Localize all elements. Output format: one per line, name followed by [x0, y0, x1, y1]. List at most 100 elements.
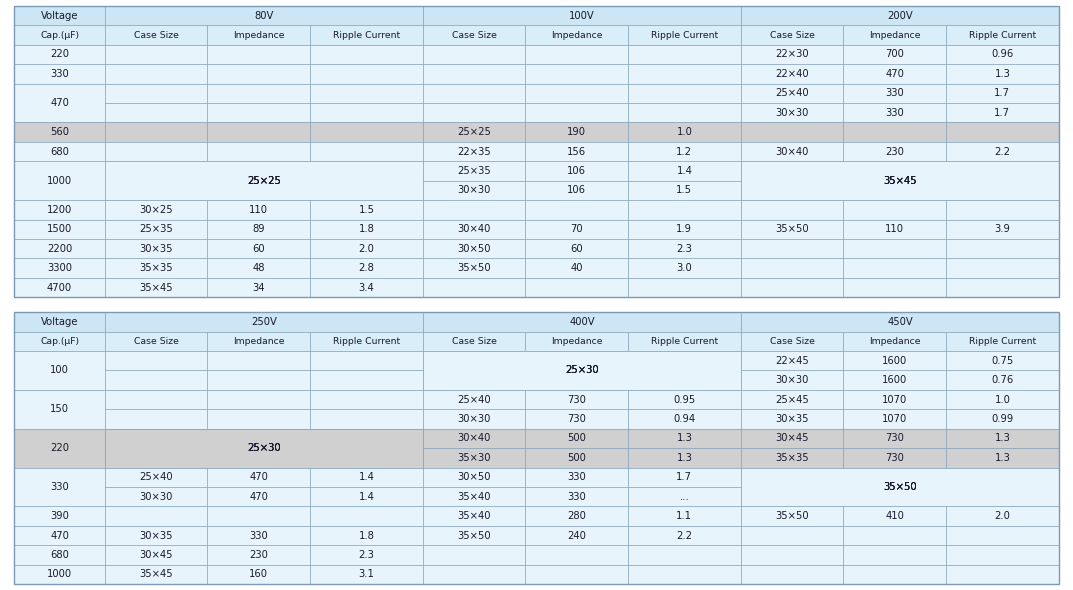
Bar: [105, 487, 207, 506]
Bar: [423, 409, 526, 429]
Text: 560: 560: [50, 127, 69, 137]
Bar: [207, 390, 310, 409]
Text: 1.7: 1.7: [995, 88, 1011, 99]
Bar: [843, 332, 945, 351]
Bar: [207, 487, 310, 506]
Bar: [741, 429, 843, 448]
Bar: [526, 25, 628, 45]
Bar: [741, 467, 1059, 506]
Bar: [105, 103, 207, 123]
Text: 730: 730: [885, 453, 903, 463]
Bar: [310, 487, 423, 506]
Text: 22×30: 22×30: [776, 50, 809, 60]
Text: 25×30: 25×30: [247, 443, 281, 453]
Bar: [207, 332, 310, 351]
Bar: [310, 371, 423, 390]
Text: 1.3: 1.3: [676, 434, 692, 443]
Bar: [741, 371, 843, 390]
Bar: [310, 351, 423, 371]
Text: 110: 110: [249, 205, 268, 215]
Text: 25×40: 25×40: [139, 472, 173, 482]
Bar: [945, 103, 1059, 123]
Bar: [741, 25, 843, 45]
Bar: [310, 526, 423, 545]
Text: 25×30: 25×30: [565, 365, 599, 375]
Text: 110: 110: [885, 224, 905, 234]
Text: 3.9: 3.9: [995, 224, 1011, 234]
Bar: [843, 448, 945, 467]
Text: 470: 470: [50, 530, 69, 540]
Bar: [423, 142, 526, 161]
Text: 2.2: 2.2: [676, 530, 692, 540]
Bar: [945, 258, 1059, 278]
Text: Ripple Current: Ripple Current: [969, 31, 1035, 40]
Bar: [207, 526, 310, 545]
Bar: [628, 506, 741, 526]
Text: 150: 150: [50, 404, 69, 414]
Text: 2.3: 2.3: [676, 244, 692, 254]
Bar: [14, 351, 105, 390]
Bar: [105, 219, 207, 239]
Text: 470: 470: [249, 491, 268, 502]
Text: Voltage: Voltage: [41, 11, 78, 21]
Text: 330: 330: [885, 108, 903, 118]
Text: 1.3: 1.3: [995, 69, 1011, 79]
Text: 0.99: 0.99: [991, 414, 1014, 424]
Text: 25×30: 25×30: [247, 443, 281, 453]
Bar: [945, 84, 1059, 103]
Text: Impedance: Impedance: [550, 337, 602, 346]
Text: 3.4: 3.4: [358, 283, 374, 293]
Bar: [207, 25, 310, 45]
Bar: [105, 429, 423, 467]
Text: 1.4: 1.4: [676, 166, 692, 176]
Bar: [14, 64, 105, 84]
Text: 25×25: 25×25: [247, 176, 281, 186]
Bar: [14, 25, 105, 45]
Bar: [628, 332, 741, 351]
Bar: [423, 565, 526, 584]
Bar: [843, 409, 945, 429]
Text: 1.0: 1.0: [676, 127, 692, 137]
Bar: [628, 142, 741, 161]
Text: 30×40: 30×40: [776, 147, 809, 156]
Text: 0.96: 0.96: [991, 50, 1014, 60]
Text: 25×45: 25×45: [776, 395, 809, 405]
Bar: [945, 390, 1059, 409]
Bar: [945, 278, 1059, 297]
Bar: [526, 390, 628, 409]
Text: 220: 220: [50, 50, 69, 60]
Bar: [526, 409, 628, 429]
Bar: [310, 332, 423, 351]
Text: 1070: 1070: [882, 414, 907, 424]
Bar: [526, 239, 628, 258]
Bar: [628, 123, 741, 142]
Bar: [207, 84, 310, 103]
Bar: [14, 565, 105, 584]
Text: 470: 470: [50, 98, 69, 108]
Text: 680: 680: [50, 550, 69, 560]
Text: 25×25: 25×25: [247, 176, 281, 186]
Text: 3300: 3300: [47, 263, 72, 273]
Text: 470: 470: [885, 69, 903, 79]
Bar: [207, 219, 310, 239]
Bar: [105, 312, 423, 332]
Bar: [14, 332, 105, 351]
Bar: [526, 448, 628, 467]
Bar: [105, 64, 207, 84]
Text: 100V: 100V: [569, 11, 594, 21]
Bar: [310, 103, 423, 123]
Bar: [741, 6, 1059, 25]
Bar: [526, 429, 628, 448]
Bar: [423, 390, 526, 409]
Bar: [945, 25, 1059, 45]
Text: 160: 160: [249, 569, 268, 579]
Text: 280: 280: [568, 511, 586, 521]
Text: 156: 156: [567, 147, 586, 156]
Text: 730: 730: [568, 395, 586, 405]
Bar: [741, 142, 843, 161]
Bar: [741, 545, 843, 565]
Bar: [526, 565, 628, 584]
Bar: [526, 142, 628, 161]
Bar: [945, 565, 1059, 584]
Bar: [526, 181, 628, 200]
